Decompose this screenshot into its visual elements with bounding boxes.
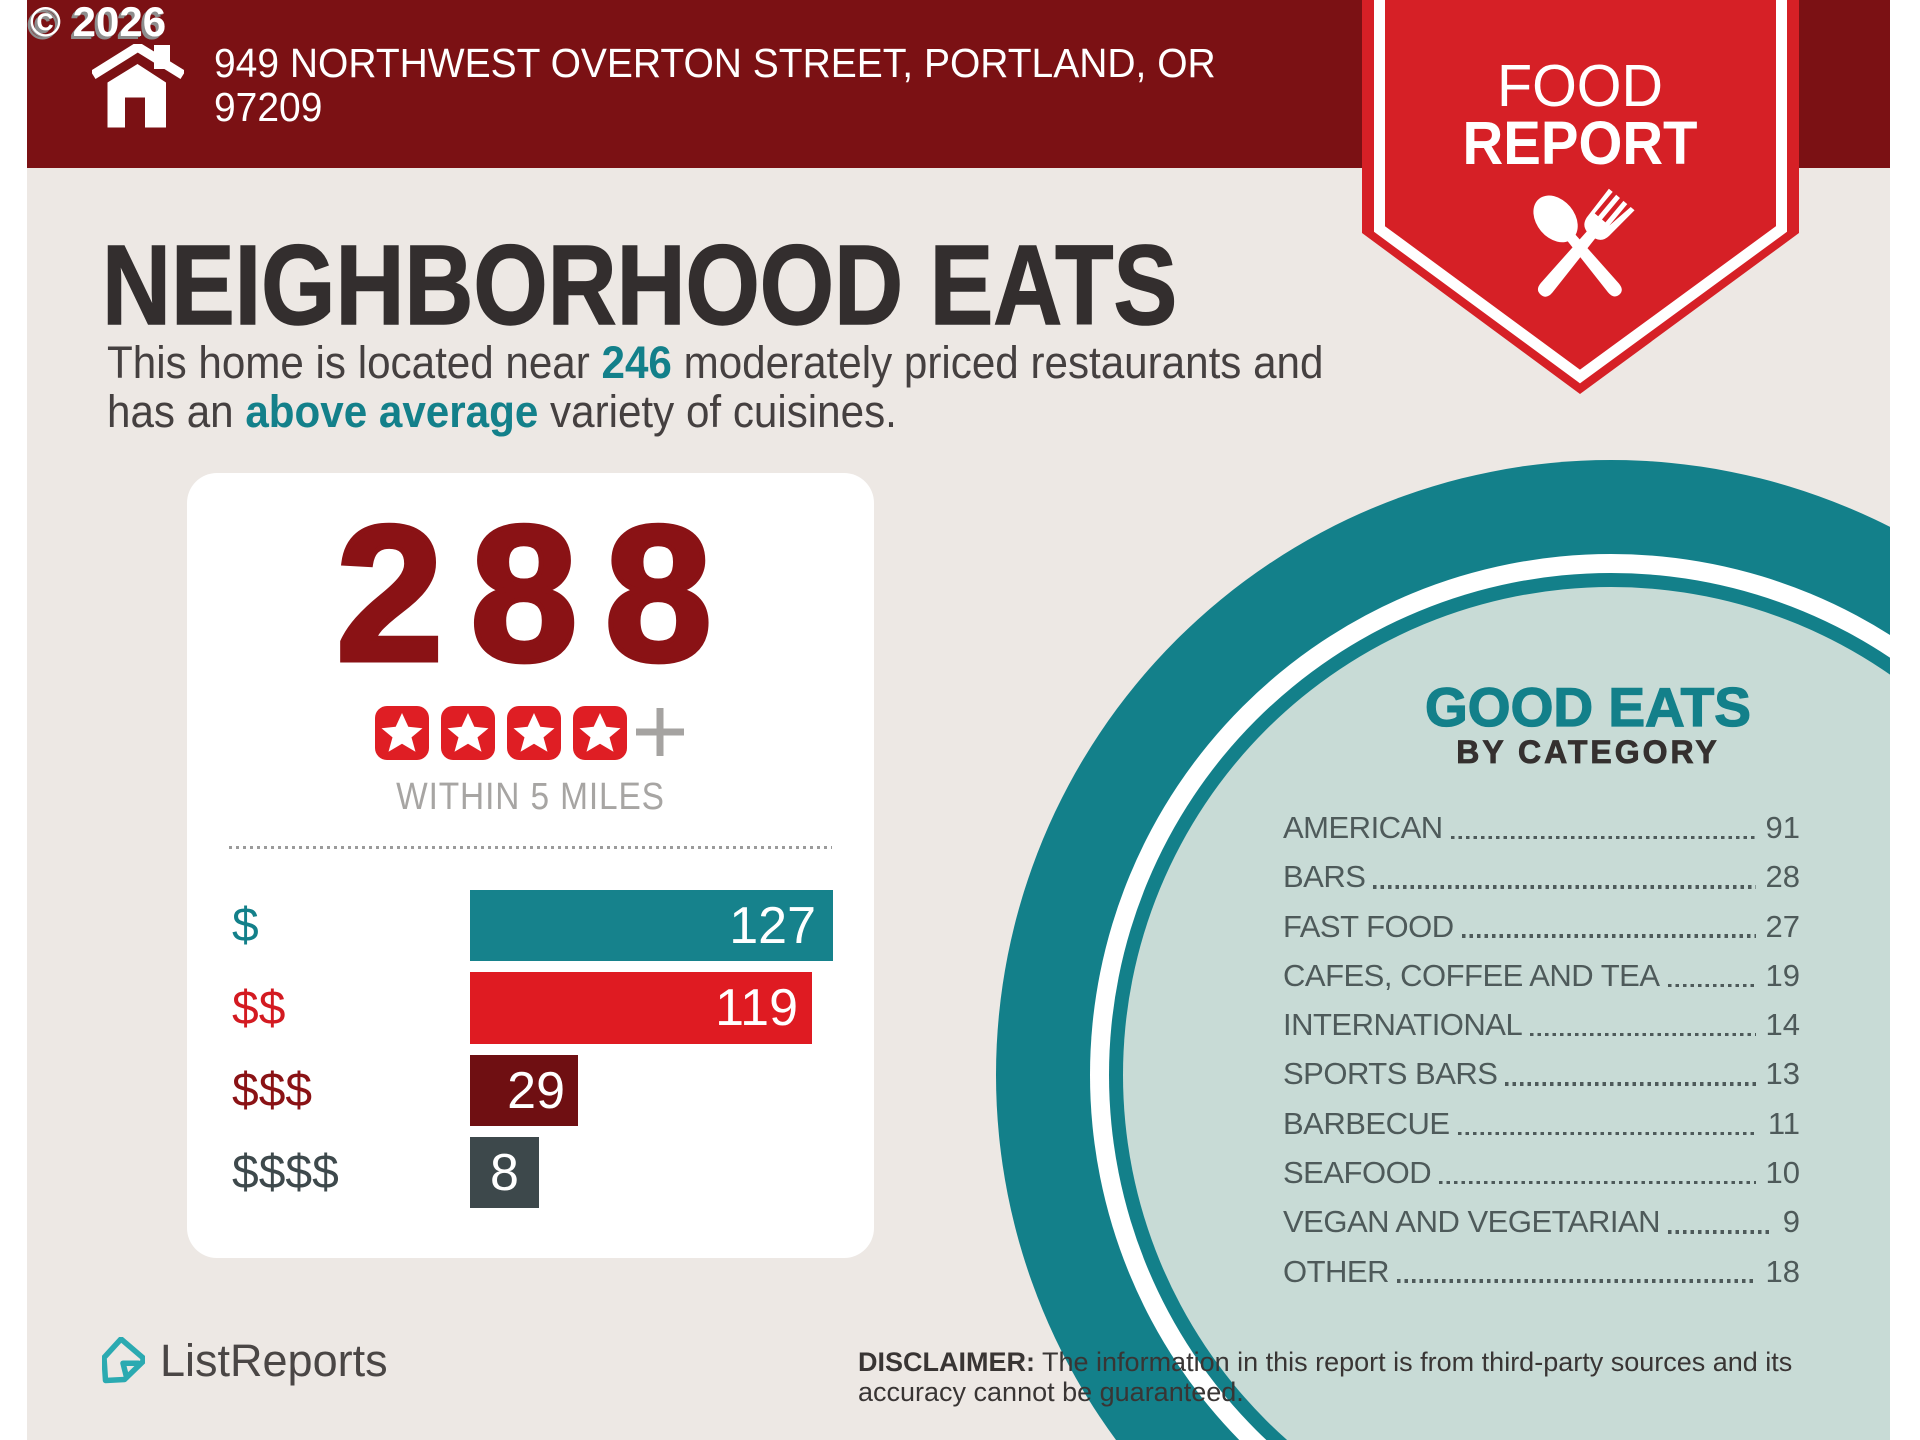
svg-text:REPORT: REPORT (1463, 109, 1698, 177)
svg-text:FOOD: FOOD (1497, 53, 1663, 119)
